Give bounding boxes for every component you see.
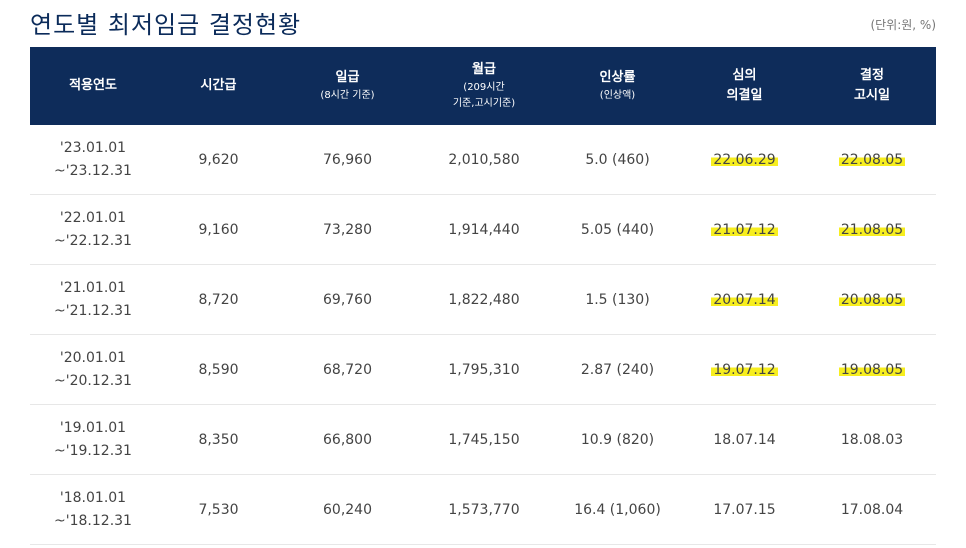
- cell-daily: 66,800: [281, 404, 414, 475]
- header-rate: 인상률 (인상액): [554, 47, 681, 125]
- cell-decision-date: 21.07.12: [681, 194, 808, 265]
- cell-decision-date: 19.07.12: [681, 334, 808, 405]
- table-row: '21.01.01 ~'21.12.31 8,720 69,760 1,822,…: [30, 264, 936, 335]
- cell-decision-date: 20.07.14: [681, 264, 808, 335]
- cell-monthly: 1,745,150: [414, 404, 554, 475]
- highlighted-date: 20.07.14: [711, 291, 778, 308]
- table-row: '19.01.01 ~'19.12.31 8,350 66,800 1,745,…: [30, 404, 936, 475]
- cell-notice-date: 22.08.05: [808, 125, 936, 195]
- cell-rate: 10.9 (820): [554, 404, 681, 475]
- cell-hourly: 9,620: [156, 125, 281, 195]
- highlighted-date: 22.06.29: [711, 151, 778, 168]
- highlighted-date: 20.08.05: [838, 291, 906, 308]
- period-end: ~'22.12.31: [54, 232, 132, 249]
- header-decision-label2: 의결일: [726, 88, 763, 103]
- period-start: '18.01.01: [59, 489, 127, 506]
- header-monthly-sub: (209시간: [463, 82, 505, 93]
- cell-decision-date: 17.07.15: [681, 474, 808, 545]
- cell-monthly: 1,914,440: [414, 194, 554, 265]
- period-start: '22.01.01: [59, 209, 127, 226]
- period-start: '20.01.01: [59, 349, 127, 366]
- cell-rate: 5.05 (440): [554, 194, 681, 265]
- cell-decision-date: 18.07.14: [681, 404, 808, 475]
- cell-daily: 68,720: [281, 334, 414, 405]
- cell-period: '23.01.01 ~'23.12.31: [30, 125, 156, 195]
- header-daily-sub: (8시간 기준): [320, 90, 375, 101]
- cell-period: '22.01.01 ~'22.12.31: [30, 194, 156, 265]
- header-rate-sub: (인상액): [599, 90, 636, 101]
- cell-daily: 73,280: [281, 194, 414, 265]
- cell-hourly: 9,160: [156, 194, 281, 265]
- cell-period: '19.01.01 ~'19.12.31: [30, 404, 156, 475]
- header-year: 적용연도: [30, 47, 156, 125]
- header-hourly: 시간급: [156, 47, 281, 125]
- cell-notice-date: 17.08.04: [808, 474, 936, 545]
- header-monthly-sub2: 기준,고시기준): [452, 98, 516, 109]
- cell-hourly: 8,590: [156, 334, 281, 405]
- cell-hourly: 8,720: [156, 264, 281, 335]
- cell-notice-date: 18.08.03: [808, 404, 936, 475]
- period-start: '21.01.01: [59, 279, 127, 296]
- header-monthly: 월급 (209시간 기준,고시기준): [414, 47, 554, 125]
- cell-notice-date: 20.08.05: [808, 264, 936, 335]
- table-row: '20.01.01 ~'20.12.31 8,590 68,720 1,795,…: [30, 334, 936, 405]
- cell-notice-date: 19.08.05: [808, 334, 936, 405]
- period-end: ~'23.12.31: [54, 162, 132, 179]
- cell-daily: 76,960: [281, 125, 414, 195]
- cell-period: '20.01.01 ~'20.12.31: [30, 334, 156, 405]
- period-start: '19.01.01: [59, 419, 127, 436]
- highlighted-date: 19.07.12: [711, 361, 778, 378]
- highlighted-date: 21.08.05: [838, 221, 906, 238]
- highlighted-date: 22.08.05: [838, 151, 906, 168]
- cell-rate: 16.4 (1,060): [554, 474, 681, 545]
- cell-hourly: 7,530: [156, 474, 281, 545]
- cell-decision-date: 22.06.29: [681, 125, 808, 195]
- cell-monthly: 2,010,580: [414, 125, 554, 195]
- period-end: ~'21.12.31: [54, 302, 132, 319]
- period-end: ~'20.12.31: [54, 372, 132, 389]
- table-header-row: 적용연도 시간급 일급 (8시간 기준) 월급 (209시간 기준,고시기준) …: [30, 47, 936, 125]
- table-body: '23.01.01 ~'23.12.31 9,620 76,960 2,010,…: [30, 125, 936, 545]
- header-monthly-label: 월급: [472, 62, 496, 77]
- header-hourly-label: 시간급: [200, 78, 237, 93]
- header-notice-label2: 고시일: [854, 88, 890, 103]
- period-end: ~'18.12.31: [54, 512, 132, 529]
- cell-notice-date: 21.08.05: [808, 194, 936, 265]
- cell-rate: 2.87 (240): [554, 334, 681, 405]
- cell-hourly: 8,350: [156, 404, 281, 475]
- cell-period: '21.01.01 ~'21.12.31: [30, 264, 156, 335]
- cell-monthly: 1,573,770: [414, 474, 554, 545]
- table-row: '18.01.01 ~'18.12.31 7,530 60,240 1,573,…: [30, 474, 936, 545]
- header-notice-label: 결정: [860, 68, 884, 83]
- header-rate-label: 인상률: [599, 70, 636, 85]
- minimum-wage-table: 적용연도 시간급 일급 (8시간 기준) 월급 (209시간 기준,고시기준) …: [30, 47, 936, 545]
- header-decision: 심의 의결일: [681, 47, 808, 125]
- cell-daily: 60,240: [281, 474, 414, 545]
- table-row: '23.01.01 ~'23.12.31 9,620 76,960 2,010,…: [30, 125, 936, 195]
- cell-daily: 69,760: [281, 264, 414, 335]
- cell-rate: 1.5 (130): [554, 264, 681, 335]
- cell-rate: 5.0 (460): [554, 125, 681, 195]
- page-title: 연도별 최저임금 결정현황: [30, 11, 302, 39]
- header-daily-label: 일급: [335, 70, 360, 85]
- table-header: 적용연도 시간급 일급 (8시간 기준) 월급 (209시간 기준,고시기준) …: [30, 47, 936, 125]
- unit-note: (단위:원, %): [870, 18, 936, 32]
- cell-period: '18.01.01 ~'18.12.31: [30, 474, 156, 545]
- highlighted-date: 19.08.05: [838, 361, 906, 378]
- header-daily: 일급 (8시간 기준): [281, 47, 414, 125]
- period-end: ~'19.12.31: [54, 442, 132, 459]
- highlighted-date: 21.07.12: [711, 221, 778, 238]
- cell-monthly: 1,822,480: [414, 264, 554, 335]
- header-decision-label: 심의: [732, 68, 757, 83]
- period-start: '23.01.01: [59, 139, 127, 156]
- header-year-label: 적용연도: [69, 78, 117, 93]
- table-row: '22.01.01 ~'22.12.31 9,160 73,280 1,914,…: [30, 194, 936, 265]
- cell-monthly: 1,795,310: [414, 334, 554, 405]
- header-notice: 결정 고시일: [808, 47, 936, 125]
